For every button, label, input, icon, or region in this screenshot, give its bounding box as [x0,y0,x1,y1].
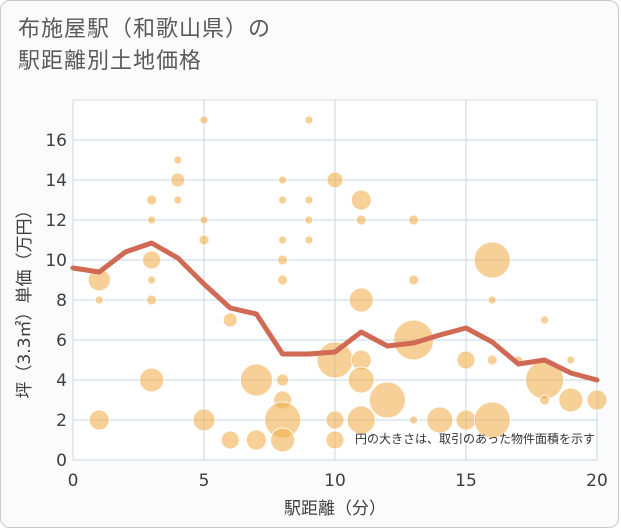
data-point [94,295,104,305]
data-point [276,373,290,387]
data-point [558,387,584,413]
y-tick-label: 10 [45,251,67,271]
data-point [142,250,162,270]
data-point [325,430,345,450]
y-tick-label: 0 [56,451,67,471]
data-point [456,350,476,370]
data-point [173,195,183,205]
x-tick-label: 15 [455,471,477,491]
data-point [304,215,314,225]
data-point [277,254,289,266]
data-point [408,274,420,286]
data-point [192,408,216,432]
data-point [278,235,288,245]
chart-title-line-1: 布施屋駅（和歌山県）の [18,17,272,42]
y-tick-label: 12 [45,211,67,231]
data-point [239,363,273,397]
data-point [346,405,376,435]
data-point [325,410,345,430]
x-tick-label: 0 [68,471,79,491]
size-legend-note: 円の大きさは、取引のあった物件面積を示す [355,431,595,446]
data-point [409,415,419,425]
data-point [473,241,511,279]
data-point [347,366,375,394]
data-point [220,430,240,450]
data-point [278,195,288,205]
trend-line [70,240,600,383]
bubbles [87,115,608,453]
data-point [146,194,158,206]
data-point [270,427,296,453]
data-point [539,394,551,406]
data-point [304,115,314,125]
data-point [368,381,406,419]
data-point [304,235,314,245]
data-point [408,214,420,226]
data-point [147,215,157,225]
data-point [199,215,209,225]
x-tick-label: 20 [586,471,608,491]
chart-title-line-2: 駅距離別土地価格 [18,49,203,74]
data-point [316,341,354,379]
chart-title: 布施屋駅（和歌山県）の 駅距離別土地価格 [18,14,271,78]
data-point [170,172,186,188]
y-tick-labels: 0 2 4 6 8 10 12 14 16 [45,131,67,471]
data-point [486,354,498,366]
data-point [139,367,165,393]
data-point [199,115,209,125]
y-tick-label: 2 [56,411,67,431]
y-tick-label: 16 [45,131,67,151]
y-tick-label: 6 [56,331,67,351]
data-point [326,171,344,189]
data-point [348,287,374,313]
data-point [540,315,550,325]
data-point [455,409,477,431]
y-tick-label: 8 [56,291,67,311]
data-point [566,355,576,365]
data-point [173,155,183,165]
data-point [147,275,157,285]
y-tick-label: 14 [45,171,67,191]
data-point [88,409,110,431]
data-point [586,389,608,411]
data-point [304,195,314,205]
data-point [487,295,497,305]
data-point [426,406,454,434]
x-axis-title: 駅距離（分） [284,499,386,519]
y-tick-label: 4 [56,371,67,391]
data-point [245,429,267,451]
data-point [278,175,288,185]
x-tick-label: 10 [324,471,346,491]
data-point [277,274,289,286]
x-tick-label: 5 [199,471,210,491]
data-point [146,294,158,306]
data-point [222,312,238,328]
data-point [198,234,210,246]
data-point [355,214,367,226]
y-axis-title: 坪（3.3㎡）単価（万円） [15,201,35,398]
data-point [350,189,372,211]
data-point [473,401,511,439]
data-point [393,319,435,361]
x-tick-labels: 0 5 10 15 20 [68,471,608,491]
